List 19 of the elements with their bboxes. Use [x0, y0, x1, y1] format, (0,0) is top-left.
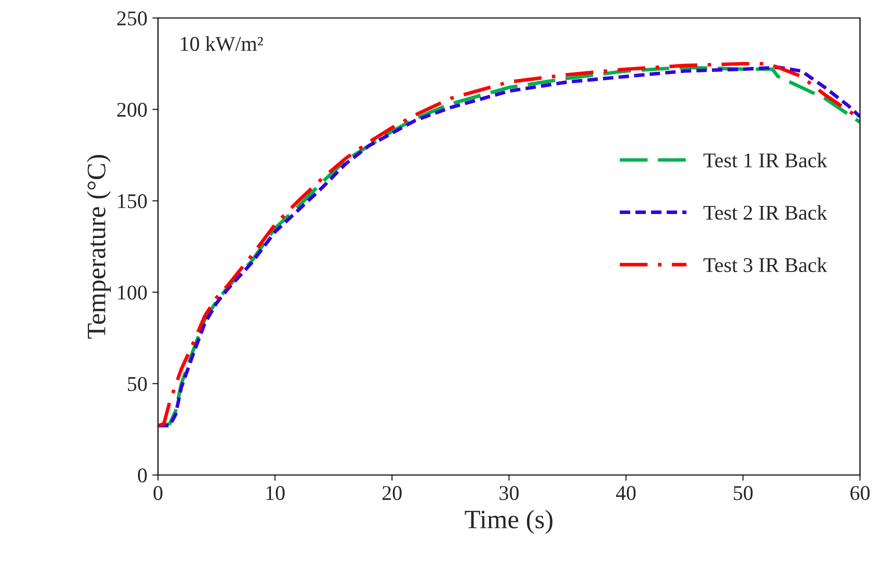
legend-label: Test 2 IR Back [703, 205, 828, 220]
x-tick-label: 0 [154, 486, 162, 500]
y-tick-label: 250 [117, 11, 147, 26]
x-tick-label: 60 [850, 486, 870, 500]
x-tick-label: 10 [266, 486, 285, 500]
x-tick-label: 40 [616, 486, 636, 500]
y-tick-label: 100 [118, 286, 147, 300]
x-axis-title: Time (s) [464, 510, 552, 534]
legend-label: Test 1 IR Back [703, 152, 828, 168]
legend-label: Test 3 IR Back [703, 257, 828, 272]
y-tick-label: 200 [117, 102, 147, 117]
y-axis-title: Temperature (°C) [86, 155, 111, 339]
x-tick-label: 20 [382, 486, 402, 500]
y-tick-label: 0 [138, 468, 147, 482]
y-tick-label: 150 [118, 194, 147, 208]
y-tick-label: 50 [128, 376, 147, 392]
annotation: 10 kW/m² [180, 36, 263, 52]
x-tick-label: 50 [734, 486, 753, 500]
x-tick-label: 30 [500, 486, 519, 500]
